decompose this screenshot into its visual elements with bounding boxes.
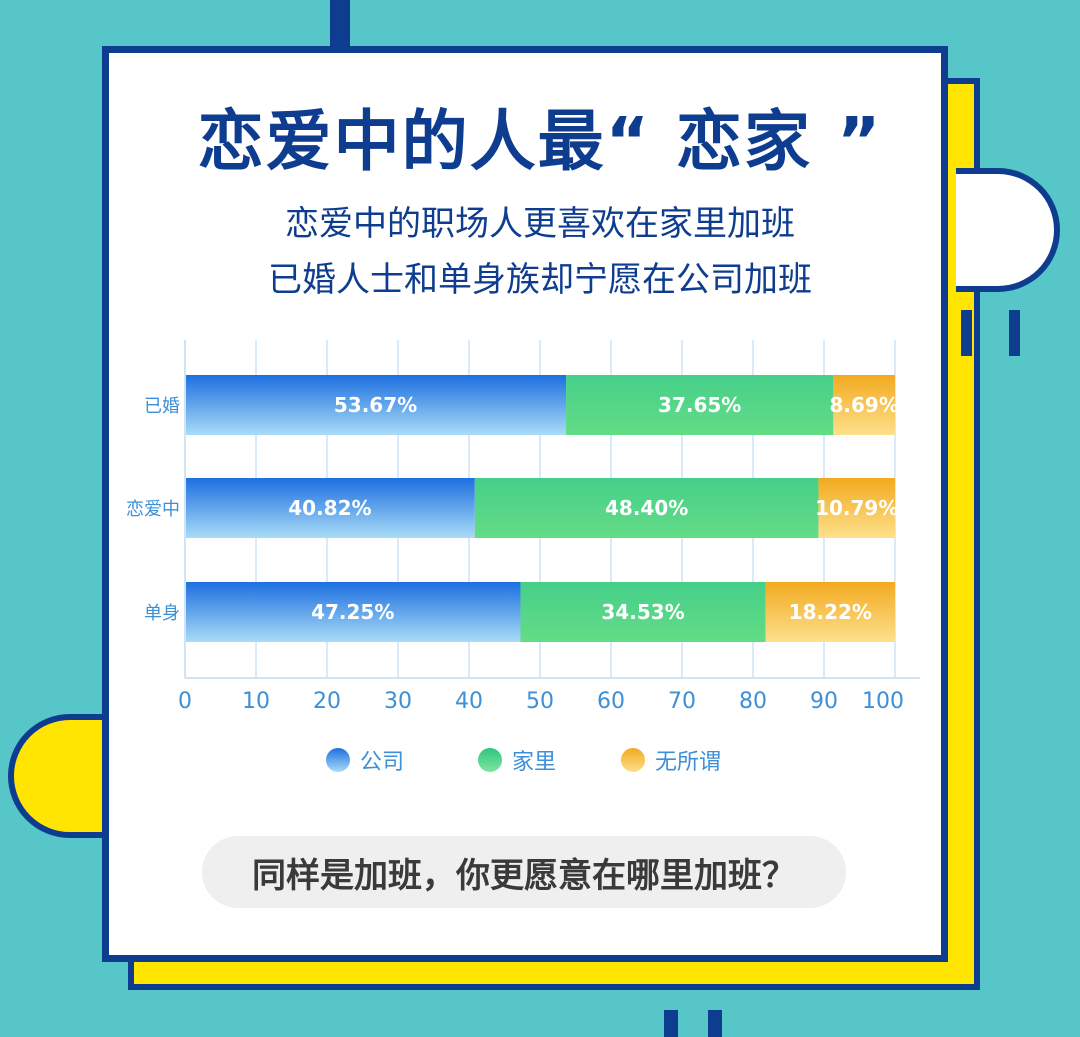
legend-swatch-home (478, 748, 502, 772)
bar-layer (185, 375, 895, 642)
bar-0-1 (566, 375, 834, 435)
x-tick-label-10: 100 (862, 689, 904, 714)
x-tick-label-3: 30 (384, 689, 412, 714)
label-layer: 53.67% 37.65% 8.69% 已婚 40.82% 48.40% 10.79% 恋爱中… (126, 393, 899, 624)
question-pill: 同样是加班，你更愿意在哪里加班？ (202, 836, 846, 908)
legend-label-home: 家里 (512, 750, 557, 775)
data-label-0-2: 8.69% (829, 393, 898, 417)
data-label-0-1: 37.65% (658, 393, 741, 417)
x-tick-label-2: 20 (313, 689, 341, 714)
category-label-2: 单身 (144, 603, 180, 624)
x-tick-label-6: 60 (597, 689, 625, 714)
category-label-0: 已婚 (144, 396, 180, 417)
data-label-2-0: 47.25% (311, 600, 394, 624)
bar-2-2 (765, 582, 895, 642)
legend-item-company: 公司 (326, 744, 404, 776)
x-tick-label-1: 10 (242, 689, 270, 714)
x-tick-label-0: 0 (178, 689, 192, 714)
bottom-stripe-right (708, 1010, 722, 1037)
page-title: 恋爱中的人最“ 恋家 ” (197, 103, 883, 180)
data-label-1-1: 48.40% (605, 496, 688, 520)
data-label-2-1: 34.53% (601, 600, 684, 624)
subtitle-line-1: 恋爱中的职场人更喜欢在家里加班 (285, 204, 795, 244)
bar-1-0 (185, 478, 475, 538)
data-label-2-2: 18.22% (789, 600, 872, 624)
axis-layer: 0 10 20 30 40 50 60 70 80 90 100 (178, 340, 920, 714)
legend-swatch-either (621, 748, 645, 772)
legend-label-company: 公司 (360, 750, 405, 775)
legend-item-home: 家里 (478, 744, 556, 776)
x-tick-label-8: 80 (739, 689, 767, 714)
right-stripe-right (1009, 310, 1020, 356)
legend-swatch-company (326, 748, 350, 772)
category-label-1: 恋爱中 (126, 498, 180, 520)
data-label-1-2: 10.79% (815, 496, 898, 520)
data-label-1-0: 40.82% (288, 496, 371, 520)
bar-1-2 (818, 478, 895, 538)
top-stripe (330, 0, 350, 52)
data-label-0-0: 53.67% (334, 393, 417, 417)
bar-2-1 (520, 582, 766, 642)
legend-item-either: 无所谓 (621, 744, 721, 776)
subtitle-line-2: 已婚人士和单身族却宁愿在公司加班 (268, 260, 812, 300)
right-semicircle (956, 168, 1060, 292)
bottom-stripe-left (664, 1010, 678, 1037)
x-tick-label-5: 50 (526, 689, 554, 714)
legend-label-either: 无所谓 (655, 750, 722, 775)
right-stripe-left (961, 310, 972, 356)
bar-0-0 (185, 375, 567, 435)
bar-1-1 (474, 478, 819, 538)
x-tick-label-9: 90 (810, 689, 838, 714)
bar-2-0 (185, 582, 521, 642)
x-tick-label-4: 40 (455, 689, 483, 714)
x-tick-label-7: 70 (668, 689, 696, 714)
bar-0-2 (833, 375, 895, 435)
question-text: 同样是加班，你更愿意在哪里加班？ (252, 855, 796, 896)
